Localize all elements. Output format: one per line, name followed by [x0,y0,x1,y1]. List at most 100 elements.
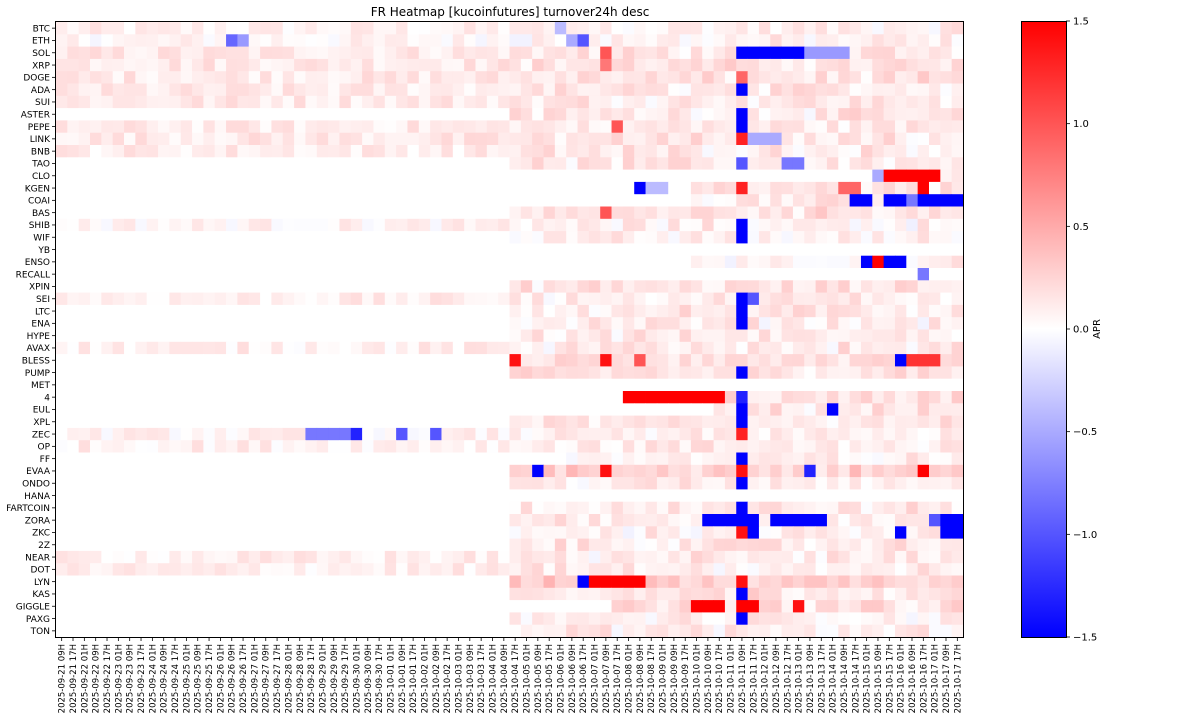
heatmap-cell [373,452,386,466]
heatmap-cell [226,268,238,281]
heatmap-cell [475,612,488,626]
heatmap-cell [101,612,114,626]
heatmap-cell [146,550,159,564]
heatmap-cell [622,329,635,343]
heatmap-cell [815,243,828,257]
heatmap-cell [362,575,374,589]
heatmap-cell [430,58,442,72]
heatmap-cell [554,464,567,478]
heatmap-cell [316,354,329,367]
heatmap-cell [294,354,306,367]
heatmap-cell [407,145,420,158]
heatmap-cell [124,292,136,306]
heatmap-cell [146,145,159,158]
heatmap-cell [305,563,318,576]
heatmap-cell [226,550,238,564]
heatmap-cell [328,46,340,60]
heatmap-cell [282,317,295,330]
heatmap-cell [214,268,227,281]
heatmap-cell [770,366,782,380]
heatmap-cell [656,22,669,35]
heatmap-cell [237,71,250,84]
heatmap-cell [838,440,851,453]
heatmap-cell [543,169,556,183]
heatmap-cell [781,501,794,515]
heatmap-cell [305,280,318,293]
heatmap-cell [600,83,612,97]
heatmap-cell [260,514,272,527]
heatmap-cell [917,304,930,318]
heatmap-cell [112,427,125,441]
heatmap-cell [464,304,476,318]
heatmap-cell [679,292,692,306]
heatmap-cell [906,624,919,638]
heatmap-cell [56,206,68,220]
heatmap-cell [894,83,907,97]
heatmap-cell [906,317,919,330]
heatmap-cell [135,366,148,380]
column-label: 2025-09-24 17H [171,644,181,713]
heatmap-cell [690,22,703,35]
heatmap-cell [520,612,533,626]
heatmap-cell [56,415,68,429]
heatmap-cell [906,58,919,72]
heatmap-cell [271,538,284,552]
heatmap-cell [883,514,896,527]
heatmap-cell [622,317,635,330]
heatmap-cell [214,600,227,613]
heatmap-cell [588,354,601,367]
heatmap-cell [226,157,238,170]
heatmap-cell [56,268,68,281]
heatmap-cell [713,575,726,589]
heatmap-cell [520,218,533,232]
heatmap-cell [894,366,907,380]
heatmap-cell [951,46,964,60]
heatmap-cell [724,391,737,404]
heatmap-cell [770,157,782,170]
heatmap-cell [418,58,431,72]
heatmap-cell [78,22,91,35]
heatmap-cell [634,292,646,306]
heatmap-cell [407,292,420,306]
heatmap-cell [894,218,907,232]
heatmap-cell [203,206,216,220]
heatmap-cell [316,231,329,244]
heatmap-cell [169,329,182,343]
heatmap-cell [634,612,646,626]
heatmap-cell [271,391,284,404]
heatmap-cell [396,391,408,404]
heatmap-cell [328,280,340,293]
heatmap-cell [180,132,193,146]
heatmap-cell [860,329,873,343]
heatmap-cell [894,575,907,589]
heatmap-cell [180,391,193,404]
heatmap-cell [520,304,533,318]
heatmap-cell [668,46,680,60]
heatmap-cell [634,181,646,195]
heatmap-cell [67,194,80,207]
heatmap-cell [305,255,318,269]
heatmap-cell [475,268,488,281]
heatmap-cell [316,58,329,72]
heatmap-cell [543,46,556,60]
row-label: OP [37,443,50,453]
heatmap-cell [883,280,896,293]
heatmap-cell [396,22,408,35]
heatmap-cell [78,108,91,121]
heatmap-cell [328,194,340,207]
heatmap-cell [418,317,431,330]
heatmap-cell [747,268,760,281]
heatmap-cell [702,95,714,109]
heatmap-cell [498,157,510,170]
heatmap-cell [611,341,624,355]
heatmap-cell [271,464,284,478]
heatmap-cell [180,612,193,626]
heatmap-cell [339,34,352,47]
heatmap-cell [532,34,544,47]
heatmap-cell [362,206,374,220]
heatmap-cell [577,378,590,392]
heatmap-cell [237,600,250,613]
heatmap-cell [554,157,567,170]
heatmap-cell [294,280,306,293]
column-label: 2025-09-22 09H [92,644,102,713]
